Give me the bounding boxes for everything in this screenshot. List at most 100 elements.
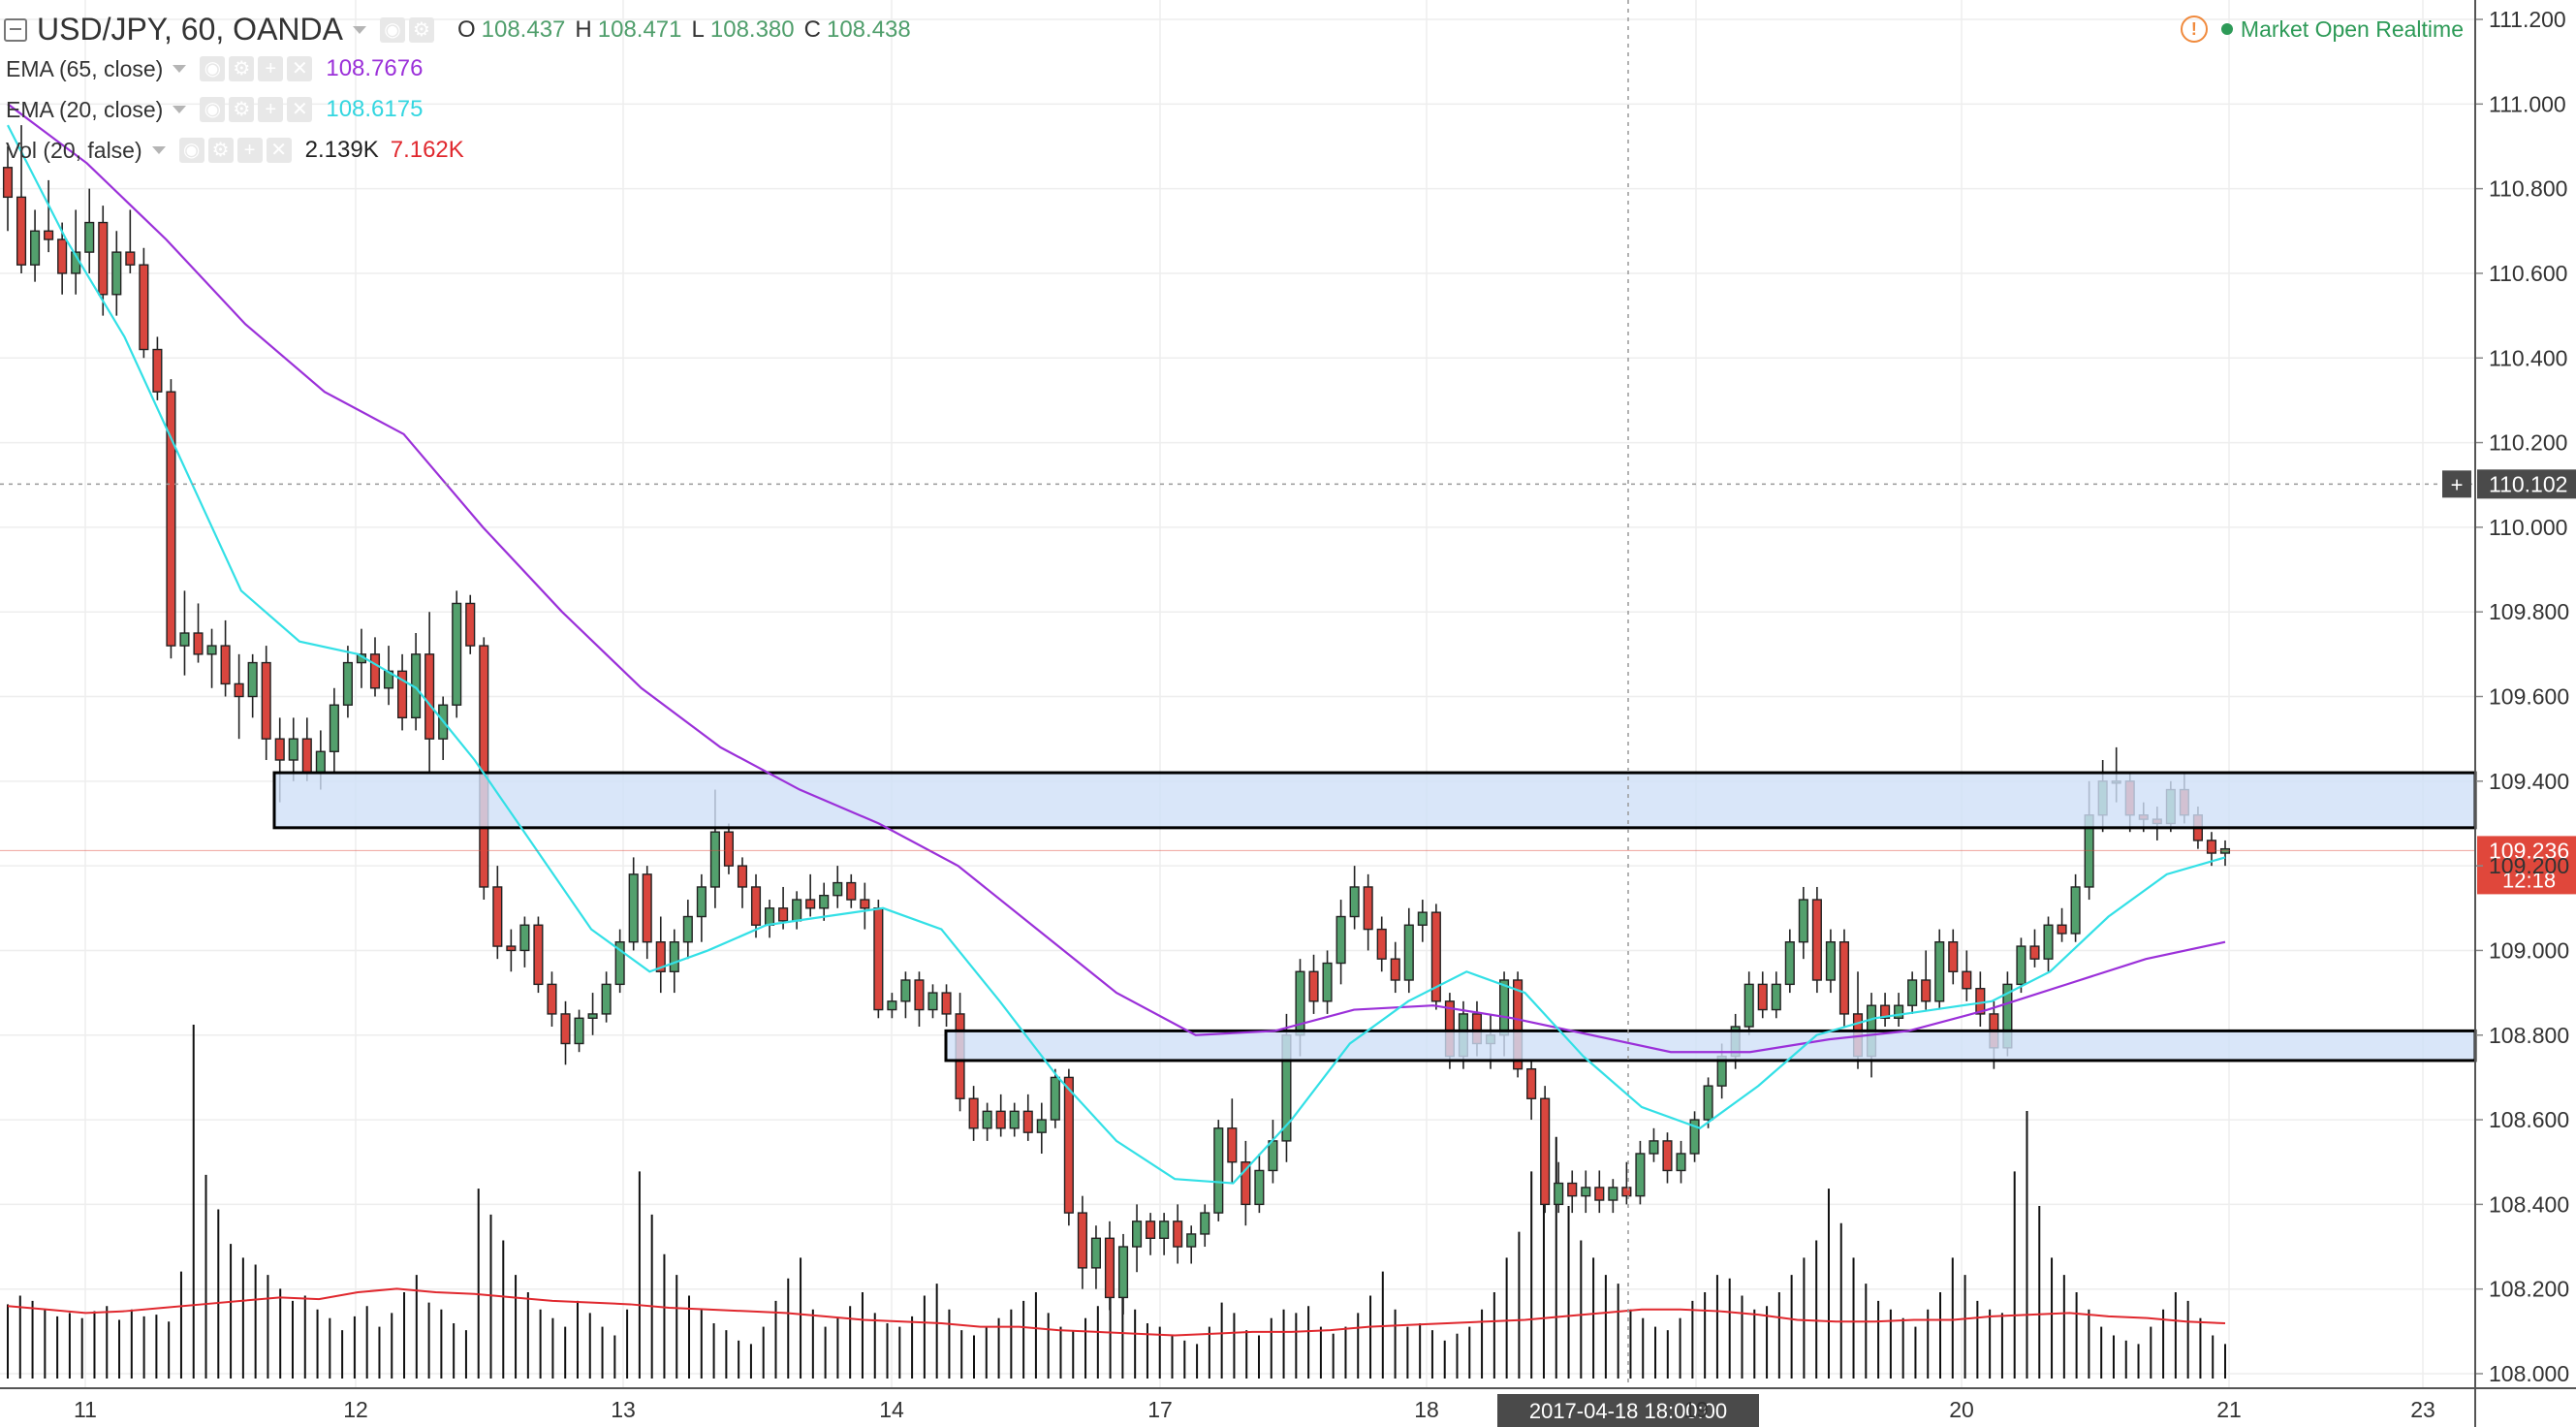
candle-body (1308, 970, 1319, 1002)
price-axis: 111.200 111.000 110.800 110.600 110.400 110.2… (2474, 0, 2569, 1427)
candle (968, 1086, 979, 1141)
candle (1335, 900, 1346, 985)
candle (1117, 1233, 1129, 1315)
plus-icon[interactable]: + (258, 97, 284, 122)
gear-icon[interactable]: ⚙ (408, 16, 434, 43)
symbol-buttons: ◉ ⚙ (379, 16, 434, 43)
candle (397, 653, 408, 731)
candle-body (723, 831, 735, 867)
gear-icon[interactable]: ⚙ (229, 56, 255, 81)
candle (1268, 1120, 1278, 1184)
plus-icon[interactable]: + (258, 56, 284, 81)
candle (1621, 1161, 1632, 1205)
volume-ma-line (7, 1287, 2226, 1337)
candle-body (1894, 1004, 1904, 1019)
price-tick-label: 109.600 (2489, 684, 2569, 710)
candle (411, 633, 422, 731)
candle-body (329, 704, 339, 752)
symbol-row: USD/JPY, 60, OANDA ◉ ⚙ O 108.437 H 108.4… (0, 12, 911, 48)
candle (765, 900, 775, 938)
indicator-buttons: ◉ ⚙ + ✕ (200, 56, 313, 81)
eye-icon[interactable]: ◉ (200, 97, 226, 122)
candle-body (1117, 1246, 1129, 1299)
candle-body (737, 865, 748, 888)
candle (1744, 971, 1754, 1035)
candle (1921, 950, 1932, 1010)
chevron-down-icon[interactable] (173, 106, 187, 113)
price-tick-label: 109.400 (2489, 769, 2569, 794)
warning-icon[interactable]: ! (2180, 16, 2208, 43)
low-value: 108.380 (709, 16, 795, 43)
candle-body (1567, 1182, 1578, 1197)
close-icon[interactable]: ✕ (287, 56, 313, 81)
candle (44, 179, 54, 253)
symbol-title[interactable]: USD/JPY, 60, OANDA (37, 12, 343, 47)
candle-body (492, 886, 503, 947)
candle-body (1090, 1237, 1101, 1269)
candle (1907, 971, 1918, 1014)
support-resistance-zones (272, 771, 2477, 1062)
candle (2, 145, 14, 232)
close-icon[interactable]: ✕ (287, 97, 313, 122)
candle (1417, 900, 1428, 942)
candle-body (2070, 886, 2081, 935)
candle-body (369, 653, 381, 689)
candle (1159, 1213, 1170, 1255)
plus-icon[interactable]: + (236, 138, 263, 163)
price-tick-label: 110.800 (2489, 176, 2567, 202)
candle (533, 916, 544, 994)
candle (750, 873, 762, 938)
candle-body (424, 653, 435, 740)
candle-body (1104, 1237, 1115, 1299)
candle (206, 628, 217, 688)
gear-icon[interactable]: ⚙ (229, 97, 255, 122)
candle (234, 653, 244, 740)
indicator-vol-value: 2.139K (304, 137, 379, 163)
price-tick-label: 110.400 (2489, 345, 2567, 370)
eye-icon[interactable]: ◉ (178, 138, 204, 163)
candle-body (1498, 979, 1510, 1036)
gear-icon[interactable]: ⚙ (207, 138, 234, 163)
candle (152, 336, 163, 400)
candle-body (342, 661, 353, 706)
indicator-vol-name[interactable]: Vol (20, false) (6, 137, 142, 163)
candle-body (1063, 1076, 1074, 1214)
chevron-down-icon[interactable] (173, 65, 187, 73)
candle (723, 823, 735, 874)
candle-body (465, 602, 476, 647)
candle (2057, 907, 2067, 942)
candle (139, 247, 149, 359)
indicator-ema65-value: 108.7676 (326, 55, 424, 81)
close-icon[interactable]: ✕ (266, 138, 292, 163)
candle-body (1159, 1221, 1170, 1240)
candle (1376, 916, 1387, 972)
indicator-ema20-value: 108.6175 (326, 96, 424, 122)
indicator-ema65-name[interactable]: EMA (65, close) (6, 55, 164, 81)
candle (560, 1000, 571, 1065)
candle (601, 971, 612, 1023)
candle (1146, 1213, 1156, 1255)
indicator-ema20-name[interactable]: EMA (20, close) (6, 96, 164, 122)
candle (682, 900, 693, 960)
chevron-down-icon[interactable] (352, 25, 366, 34)
candle (1894, 993, 1904, 1028)
candle-body (1798, 899, 1808, 943)
chevron-down-icon[interactable] (151, 146, 166, 154)
candle-body (547, 983, 557, 1015)
indicator-ema65-row: EMA (65, close) ◉ ⚙ + ✕ 108.7676 (0, 55, 423, 82)
eye-icon[interactable]: ◉ (200, 56, 226, 81)
candle-body (1390, 958, 1400, 981)
candle-body (1907, 979, 1918, 1006)
candle-body (1703, 1085, 1713, 1121)
menu-icon[interactable] (4, 17, 27, 42)
candle-body (1526, 1067, 1537, 1099)
eye-icon[interactable]: ◉ (379, 16, 405, 43)
candle-body (1335, 915, 1346, 965)
candle-body (261, 661, 271, 740)
time-tick-label: 21 (2216, 1397, 2242, 1422)
candle-body (519, 924, 530, 952)
candle (1540, 1086, 1551, 1214)
candle-body (560, 1013, 571, 1045)
